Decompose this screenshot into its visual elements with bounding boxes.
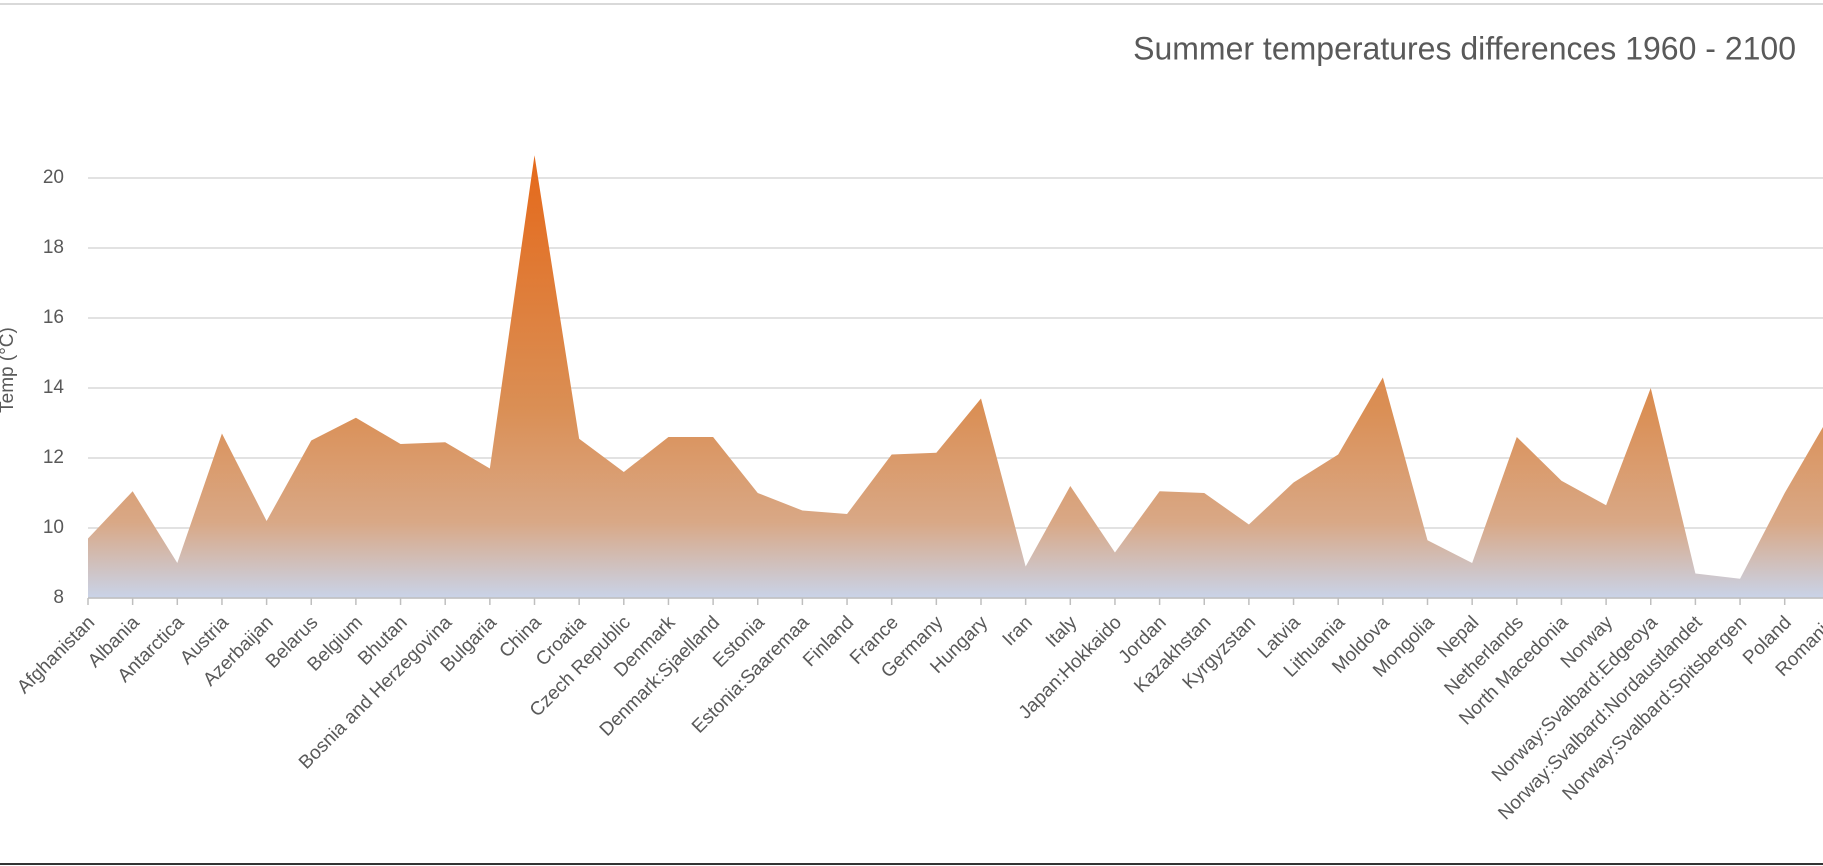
y-tick-label: 12 <box>43 447 64 468</box>
y-tick-label: 10 <box>43 517 64 538</box>
x-tick-label: Finland <box>799 612 858 671</box>
y-axis-label: Temp (°C) <box>0 327 18 413</box>
y-tick-label: 16 <box>43 307 64 328</box>
chart-title: Summer temperatures differences 1960 - 2… <box>1133 30 1796 66</box>
y-tick-label: 20 <box>43 167 64 188</box>
x-tick-label: Italy <box>1042 612 1082 652</box>
y-tick-label: 8 <box>53 587 64 608</box>
y-tick-label: 14 <box>43 377 65 398</box>
x-tick-label: Iran <box>999 612 1037 650</box>
y-tick-label: 18 <box>43 237 64 258</box>
area <box>88 155 1823 598</box>
